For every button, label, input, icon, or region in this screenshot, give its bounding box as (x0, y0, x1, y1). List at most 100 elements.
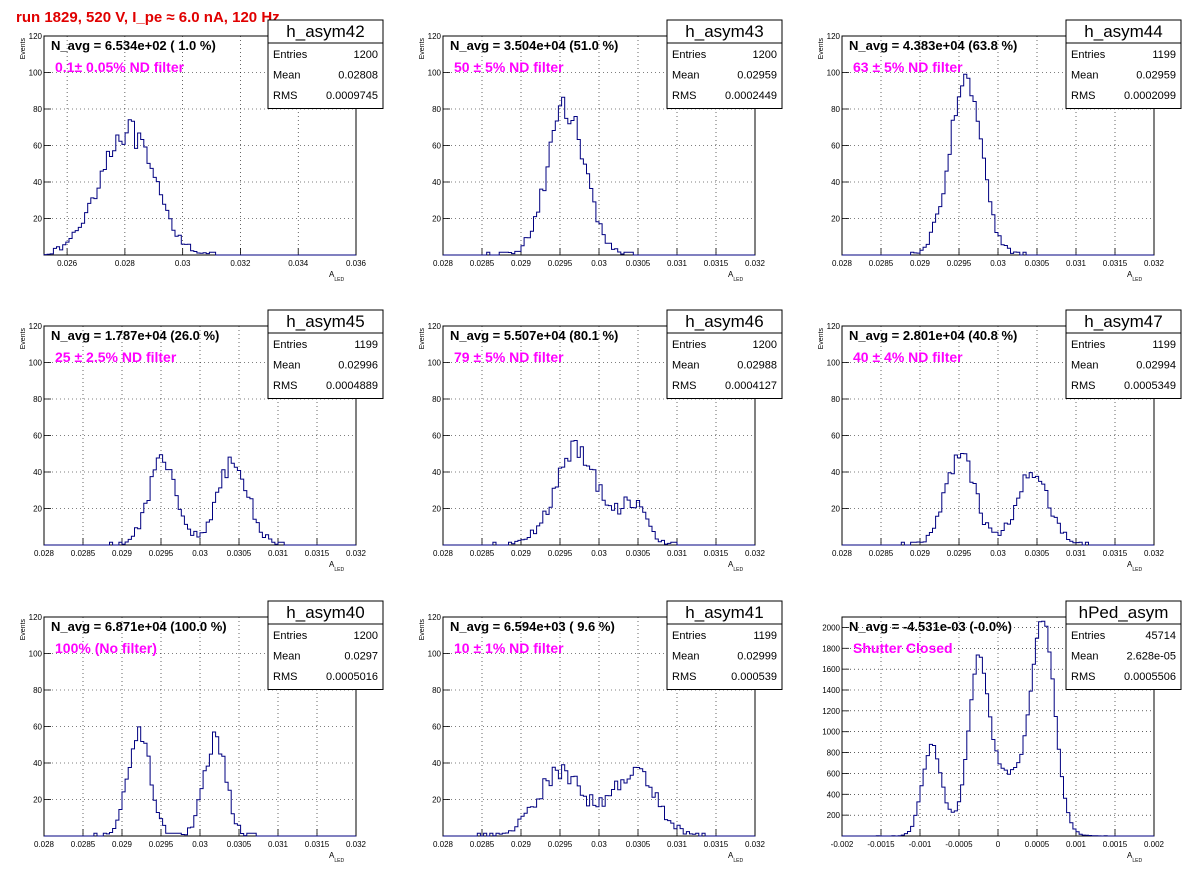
y-tick-label: 80 (432, 105, 441, 114)
stats-key: Mean (273, 360, 301, 372)
x-tick-label: 0.0285 (869, 259, 894, 268)
stats-value: 0.02959 (737, 70, 777, 82)
x-axis-title: ALED (728, 270, 743, 283)
stats-box: h_asym43 Entries 1200 Mean 0.02959 RMS 0.00024… (666, 19, 783, 109)
x-tick-label: 0.0315 (305, 549, 330, 558)
x-tick-label: 0.0305 (626, 840, 651, 849)
stats-box-frame (267, 19, 384, 109)
y-tick-label: 100 (29, 359, 43, 368)
n-avg-label: N_avg = 6.871e+04 (100.0 %) (51, 619, 227, 634)
n-avg-label: N_avg = 6.534e+02 ( 1.0 %) (51, 38, 216, 53)
filter-label: 40 ± 4% ND filter (853, 349, 963, 365)
stats-box-frame (666, 309, 783, 399)
x-tick-label: 0.0285 (470, 549, 495, 558)
y-tick-label: 20 (33, 215, 42, 224)
x-tick-label: 0.0315 (305, 840, 330, 849)
x-tick-label: 0.0295 (149, 840, 174, 849)
x-tick-label: 0.032 (230, 259, 251, 268)
y-tick-label: 20 (432, 796, 441, 805)
x-tick-label: 0.031 (268, 840, 289, 849)
histogram-panel-h_asym41: 0.028 0.0285 0.029 0.0295 0.03 0.0305 0.031 0.0… (419, 600, 783, 864)
stats-key: Mean (1071, 360, 1099, 372)
y-tick-label: 80 (831, 395, 840, 404)
y-tick-label: 100 (428, 69, 442, 78)
stats-value: 0.0004889 (326, 380, 378, 392)
x-tick-label: 0.03 (990, 549, 1006, 558)
stats-value: 1200 (354, 49, 378, 61)
x-axis-title-subscript: LED (733, 277, 743, 283)
x-tick-label: -0.002 (831, 840, 854, 849)
stats-key: Entries (1071, 630, 1106, 642)
histogram-series (842, 453, 1154, 546)
x-tick-label: -0.001 (909, 840, 932, 849)
x-tick-label: 0.028 (433, 840, 454, 849)
stats-value: 0.000539 (731, 671, 777, 683)
stats-box-frame (1065, 19, 1182, 109)
stats-box: hPed_asym Entries 45714 Mean 2.628e-05 RMS 0.0… (1065, 600, 1182, 690)
stats-box: h_asym47 Entries 1199 Mean 0.02994 RMS 0.00053… (1065, 309, 1182, 399)
stats-key: Entries (672, 49, 707, 61)
stats-value: 1200 (354, 630, 378, 642)
stats-value: 1200 (753, 339, 777, 351)
y-tick-label: 80 (831, 105, 840, 114)
y-tick-label: 1800 (822, 644, 840, 653)
histogram-panel-h_asym42: 0.026 0.028 0.03 0.032 0.034 0.036 20 40 60 80 100… (20, 19, 384, 283)
histogram-series (443, 764, 755, 837)
x-tick-label: 0.031 (1066, 549, 1087, 558)
y-tick-label: 20 (432, 215, 441, 224)
y-tick-label: 20 (33, 505, 42, 514)
y-tick-label: 1400 (822, 686, 840, 695)
x-tick-label: 0.03 (192, 549, 208, 558)
n-avg-label: N_avg = 2.801e+04 (40.8 %) (849, 328, 1017, 343)
y-axis-title: Events (20, 328, 27, 350)
x-axis-title-subscript: LED (1132, 858, 1142, 864)
stats-value: 0.0004127 (725, 380, 777, 392)
stats-key: Entries (672, 339, 707, 351)
x-tick-label: 0.0315 (704, 549, 729, 558)
histogram-series (842, 73, 1154, 256)
x-tick-label: 0.029 (112, 840, 133, 849)
histogram-series (443, 96, 755, 256)
x-tick-label: 0.0315 (1103, 549, 1128, 558)
stats-box: h_asym45 Entries 1199 Mean 0.02996 RMS 0.00048… (267, 309, 384, 399)
x-tick-label: 0.0295 (548, 549, 573, 558)
y-tick-label: 2000 (822, 623, 840, 632)
y-tick-label: 120 (428, 613, 442, 622)
stats-key: Entries (273, 49, 308, 61)
x-axis-title-subscript: LED (1132, 567, 1142, 573)
stats-key: Mean (273, 70, 301, 82)
x-axis-title: ALED (329, 560, 344, 573)
x-tick-label: 0.028 (115, 259, 136, 268)
stats-key: RMS (273, 90, 297, 102)
x-tick-label: 0.03 (591, 840, 607, 849)
stats-key: Mean (672, 651, 700, 663)
y-axis-title: Events (419, 38, 426, 60)
stats-value: 0.0002099 (1124, 90, 1176, 102)
stats-box-frame (666, 19, 783, 109)
histogram-series (44, 454, 356, 546)
x-tick-label: 0.032 (1144, 549, 1165, 558)
stats-key: Entries (1071, 49, 1106, 61)
stats-box-frame (267, 600, 384, 690)
filter-label: 50 ± 5% ND filter (454, 59, 564, 75)
stats-box: h_asym40 Entries 1200 Mean 0.0297 RMS 0.000501… (267, 600, 384, 690)
x-axis-title: ALED (728, 851, 743, 864)
y-tick-label: 40 (33, 468, 42, 477)
y-tick-label: 20 (33, 796, 42, 805)
y-axis-title: Events (419, 619, 426, 641)
y-tick-label: 80 (432, 395, 441, 404)
stats-value: 0.02999 (737, 651, 777, 663)
x-tick-label: 0.0305 (626, 549, 651, 558)
y-axis-title: Events (419, 328, 426, 350)
x-tick-label: 0.0295 (548, 259, 573, 268)
x-tick-label: 0.036 (346, 259, 367, 268)
x-axis-title-subscript: LED (334, 277, 344, 283)
histogram-panel-h_asym40: 0.028 0.0285 0.029 0.0295 0.03 0.0305 0.031 0.0… (20, 600, 384, 864)
y-tick-label: 40 (33, 178, 42, 187)
stats-value: 1199 (1152, 49, 1176, 61)
x-tick-label: 0.0295 (149, 549, 174, 558)
x-tick-label: 0.026 (57, 259, 78, 268)
histogram-series (443, 440, 755, 546)
x-tick-label: 0.0285 (869, 549, 894, 558)
stats-value: 0.02959 (1136, 70, 1176, 82)
